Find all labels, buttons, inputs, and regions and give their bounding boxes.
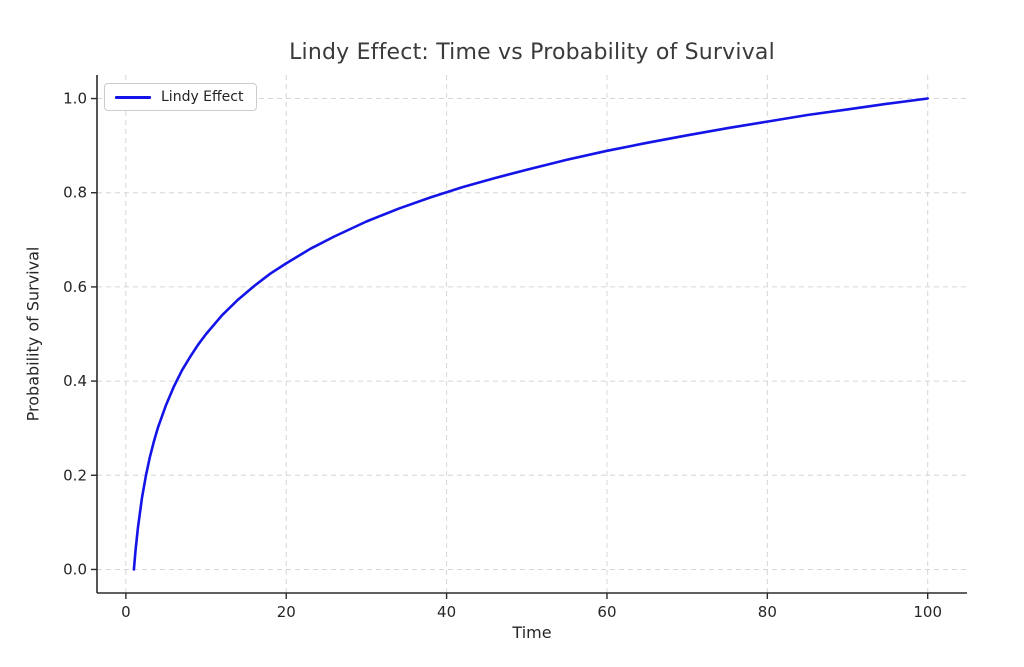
legend: Lindy Effect: [104, 83, 258, 111]
y-tick-label: 1.0: [63, 90, 87, 108]
x-tick-label: 20: [277, 603, 296, 621]
y-axis-label: Probability of Survival: [23, 246, 43, 422]
legend-label: Lindy Effect: [161, 89, 244, 105]
x-tick-label: 100: [913, 603, 942, 621]
x-tick-label: 80: [758, 603, 777, 621]
y-tick-label: 0.8: [63, 184, 87, 202]
x-tick-label: 40: [437, 603, 456, 621]
chart-title: Lindy Effect: Time vs Probability of Sur…: [289, 40, 775, 65]
x-tick-label: 0: [121, 603, 131, 621]
tick-labels: 0 20 40 60 80 100 0.0 0.2 0.4 0.6 0.8 1.0: [63, 90, 942, 621]
y-tick-label: 0.2: [63, 466, 87, 484]
tick-marks: [91, 97, 929, 599]
lindy-effect-line: [132, 97, 930, 571]
y-tick-label: 0.0: [63, 560, 87, 578]
gridlines: [97, 75, 967, 593]
y-tick-label: 0.6: [63, 278, 87, 296]
x-tick-label: 60: [597, 603, 616, 621]
x-axis-label: Time: [512, 623, 552, 642]
y-tick-label: 0.4: [63, 372, 87, 390]
legend-line-sample: [115, 95, 151, 99]
axes-spines: [96, 75, 967, 594]
